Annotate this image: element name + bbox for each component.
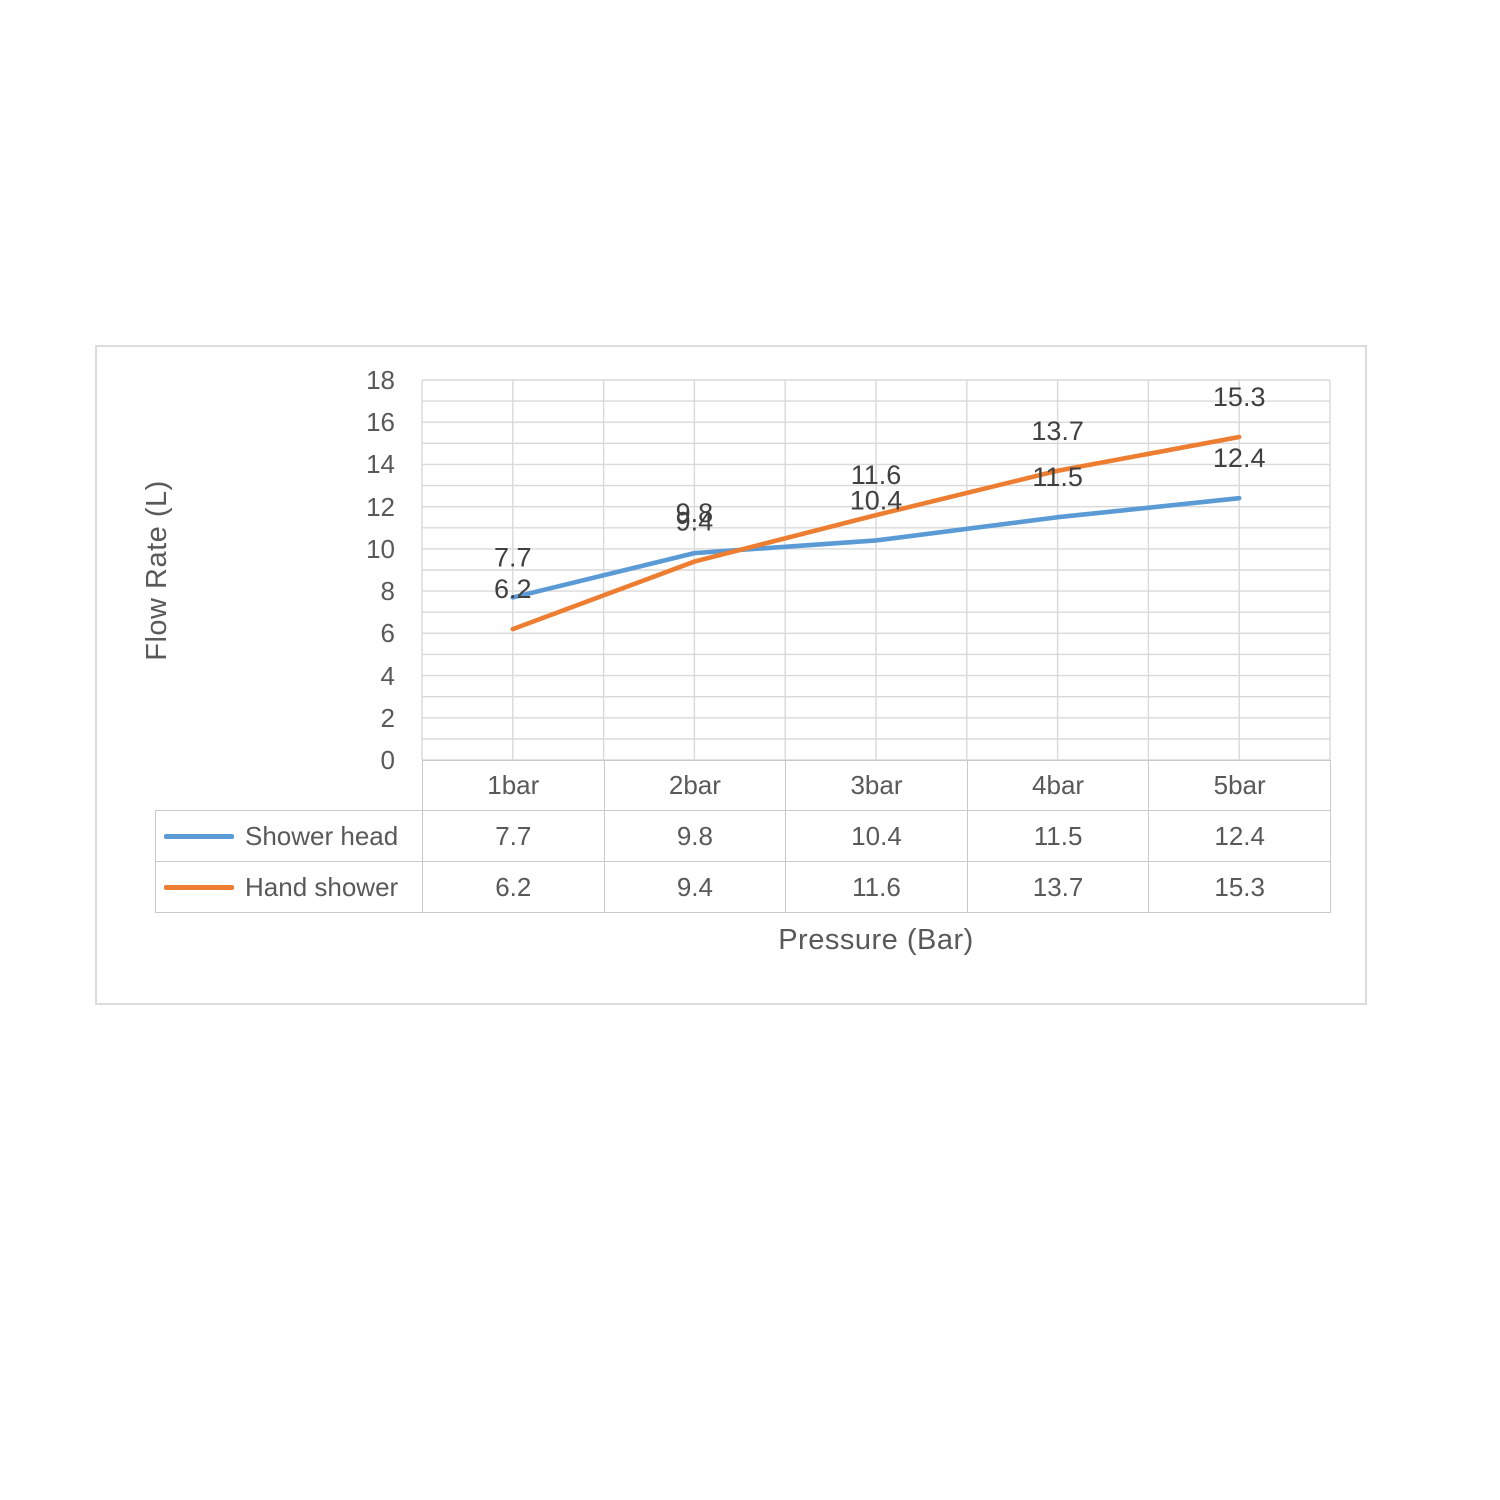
data-label-hand-shower: 13.7 [1031,416,1084,446]
data-label-hand-shower: 9.4 [676,507,714,537]
y-tick-label: 16 [366,407,395,438]
legend-line-swatch-shower-head [164,833,234,839]
y-tick-label: 14 [366,449,395,480]
data-label-shower-head: 12.4 [1213,443,1266,473]
table-value-cell-shower-head-1bar: 7.7 [422,810,605,862]
table-header-cell-1bar: 1bar [422,760,605,811]
legend-label: Hand shower [245,871,399,902]
series-line-shower-head [510,495,1242,600]
y-tick-label: 4 [380,660,395,691]
data-label-shower-head: 7.7 [494,542,532,572]
y-tick-label: 2 [380,702,395,733]
legend-item-shower-head: Shower head [155,810,423,862]
y-tick-label: 0 [380,745,395,775]
table-header-cell-5bar: 5bar [1148,760,1331,811]
table-value-cell-hand-shower-3bar: 11.6 [785,861,968,913]
legend-line-swatch-hand-shower [164,884,234,890]
y-tick-label: 8 [380,576,395,607]
plot-area: 7.7 9.8 10.4 11.5 12.4 6.2 9.4 11.6 13.7 15.3 [421,379,1331,761]
y-tick-label: 12 [366,491,395,522]
y-tick-label: 18 [366,365,395,395]
data-label-hand-shower: 6.2 [494,574,532,604]
y-tick-label: 10 [366,533,395,564]
table-value-cell-hand-shower-4bar: 13.7 [966,861,1150,913]
table-value-cell-shower-head-4bar: 11.5 [966,810,1150,862]
data-table: 1bar 2bar 3bar 4bar 5bar Shower head 7.7 9.8 10.… [155,760,1331,913]
data-label-shower-head: 11.5 [1032,462,1083,492]
table-row-hand-shower: Hand shower 6.2 9.4 11.6 13.7 15.3 [155,861,1331,913]
table-value-cell-shower-head-2bar: 9.8 [603,810,787,862]
y-axis-title: Flow Rate (L) [140,479,173,661]
data-label-shower-head: 10.4 [850,485,903,515]
table-header-cell-3bar: 3bar [785,760,968,811]
table-value-cell-hand-shower-2bar: 9.4 [603,861,787,913]
x-axis-title: Pressure (Bar) [778,924,974,956]
table-value-cell-hand-shower-5bar: 15.3 [1148,861,1331,913]
y-tick-label: 6 [380,618,395,649]
series-line-hand-shower [510,434,1242,632]
table-value-cell-shower-head-3bar: 10.4 [785,810,968,862]
table-value-cell-hand-shower-1bar: 6.2 [422,861,605,913]
legend-label: Shower head [245,820,399,851]
data-label-shower-head: 9.8 [676,498,714,528]
table-row-shower-head: Shower head 7.7 9.8 10.4 11.5 12.4 [155,810,1331,862]
legend-item-hand-shower: Hand shower [155,861,423,913]
table-value-cell-shower-head-5bar: 12.4 [1148,810,1331,862]
chart-panel: Flow Rate (L) 18 16 14 12 10 8 6 4 2 0 7.7 9.8 10.4… [95,345,1367,1005]
data-label-hand-shower: 11.6 [851,460,902,490]
table-header-cell-4bar: 4bar [966,760,1150,811]
data-label-hand-shower: 15.3 [1213,382,1266,412]
table-corner-cell [156,761,423,811]
table-header-cell-2bar: 2bar [603,760,787,811]
